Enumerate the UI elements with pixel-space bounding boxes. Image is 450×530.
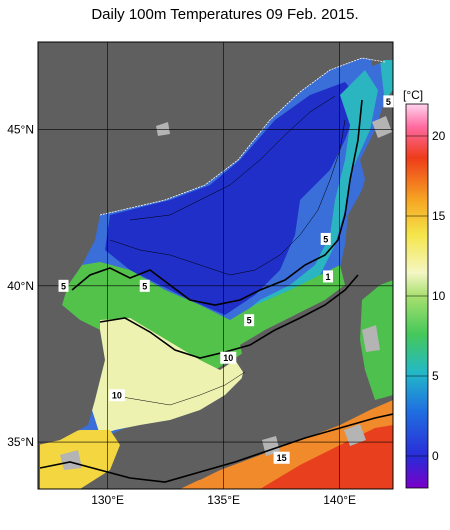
- lat-label: 45°N: [7, 123, 34, 137]
- contour-label: 10: [223, 353, 233, 363]
- teal-band: [235, 70, 378, 330]
- kyushu-patch: [60, 450, 82, 470]
- contour-thin-1: [109, 119, 346, 276]
- lat-label: 35°N: [7, 435, 34, 449]
- contour-label: 5: [142, 281, 147, 291]
- contour-thin-2: [129, 95, 336, 221]
- hokkaido-patch: [372, 116, 392, 138]
- lon-label: 130°E: [91, 493, 124, 507]
- contour-label: 1: [326, 272, 331, 282]
- colorbar-unit: [°C]: [403, 88, 423, 102]
- colorbar-tick-label: 15: [432, 209, 446, 223]
- coastline: [99, 57, 386, 216]
- colorbar-ticks: 0 5 10 15 20: [406, 129, 446, 463]
- korea-land: [38, 260, 105, 445]
- lake-khanka: [156, 122, 170, 136]
- honshu-patch-1: [362, 325, 380, 352]
- lon-label: 140°E: [323, 493, 356, 507]
- contour-5: [71, 99, 363, 306]
- contour-label-box: [108, 389, 125, 402]
- contour-label: 5: [386, 97, 391, 107]
- grid-lines: [38, 42, 393, 489]
- lon-label: 135°E: [207, 493, 240, 507]
- contour-15: [39, 413, 393, 483]
- colorbar-tick-label: 20: [432, 129, 446, 143]
- colorbar-tick-label: 10: [432, 289, 446, 303]
- colorbar-tick-label: 0: [432, 449, 439, 463]
- contour-label-box: [320, 232, 331, 245]
- contour-label-box: [139, 279, 150, 292]
- longitude-labels: 130°E 135°E 140°E: [91, 493, 356, 507]
- contour-label: 10: [112, 391, 122, 401]
- contour-label-box: [383, 95, 394, 108]
- latitude-labels: 45°N 40°N 35°N: [7, 123, 34, 450]
- sakhalin-land: [370, 42, 385, 66]
- contour-label: 5: [247, 316, 252, 326]
- colorbar-tick-label: 5: [432, 369, 439, 383]
- contour-label: 5: [61, 281, 66, 291]
- honshu-land: [175, 210, 393, 480]
- honshu-patch-2: [344, 424, 366, 446]
- warm-pale-zone: [92, 318, 245, 435]
- contour-label-box: [58, 279, 69, 292]
- cold-water-core: [105, 82, 360, 315]
- contour-label-box: [244, 314, 255, 327]
- contour-thin-3: [109, 371, 246, 406]
- contour-label: 15: [277, 453, 287, 463]
- contour-label: 5: [323, 234, 328, 244]
- map-title: Daily 100m Temperatures 09 Feb. 2015.: [91, 6, 359, 23]
- contour-10: [99, 274, 359, 359]
- map-frame: [37, 41, 394, 490]
- contour-label-box: [220, 351, 237, 364]
- contour-label-box: [273, 451, 290, 464]
- lat-label: 40°N: [7, 279, 34, 293]
- contour-label-box: [323, 270, 334, 283]
